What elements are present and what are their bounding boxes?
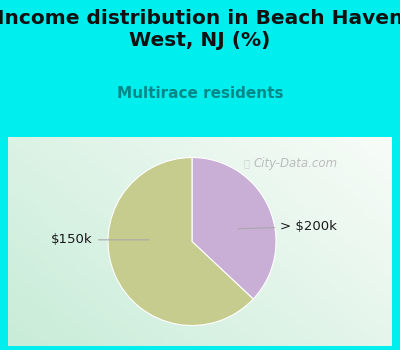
Text: $150k: $150k bbox=[51, 233, 149, 246]
Text: Income distribution in Beach Haven
West, NJ (%): Income distribution in Beach Haven West,… bbox=[0, 9, 400, 50]
Wedge shape bbox=[108, 158, 253, 326]
Text: 🔍: 🔍 bbox=[243, 158, 249, 168]
Text: Multirace residents: Multirace residents bbox=[117, 86, 283, 101]
Text: City-Data.com: City-Data.com bbox=[254, 157, 338, 170]
Text: > $200k: > $200k bbox=[238, 220, 337, 233]
Wedge shape bbox=[192, 158, 276, 299]
